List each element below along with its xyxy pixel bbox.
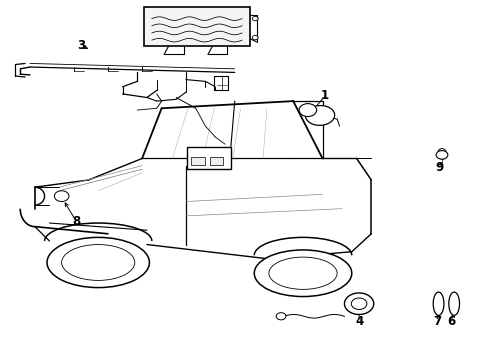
Ellipse shape — [432, 292, 443, 315]
Circle shape — [276, 313, 285, 320]
Circle shape — [252, 36, 258, 40]
FancyBboxPatch shape — [209, 157, 223, 165]
FancyBboxPatch shape — [143, 7, 250, 46]
Ellipse shape — [254, 250, 351, 297]
FancyBboxPatch shape — [186, 147, 231, 168]
Circle shape — [435, 150, 447, 159]
Ellipse shape — [61, 244, 135, 280]
Ellipse shape — [448, 292, 459, 315]
Ellipse shape — [47, 237, 149, 288]
Circle shape — [252, 17, 258, 21]
Ellipse shape — [268, 257, 336, 289]
Text: 2: 2 — [189, 18, 197, 31]
Ellipse shape — [305, 105, 334, 125]
Circle shape — [54, 191, 69, 202]
Text: 6: 6 — [447, 315, 455, 328]
Circle shape — [344, 293, 373, 315]
Text: 4: 4 — [354, 315, 363, 328]
Circle shape — [350, 298, 366, 310]
Text: 7: 7 — [432, 315, 440, 328]
Text: 9: 9 — [434, 161, 443, 174]
Text: 5: 5 — [218, 147, 226, 159]
FancyBboxPatch shape — [214, 76, 228, 90]
Text: 1: 1 — [320, 89, 328, 102]
FancyBboxPatch shape — [191, 157, 204, 165]
Text: 8: 8 — [72, 215, 80, 228]
Circle shape — [299, 104, 316, 117]
Text: 3: 3 — [77, 39, 85, 52]
